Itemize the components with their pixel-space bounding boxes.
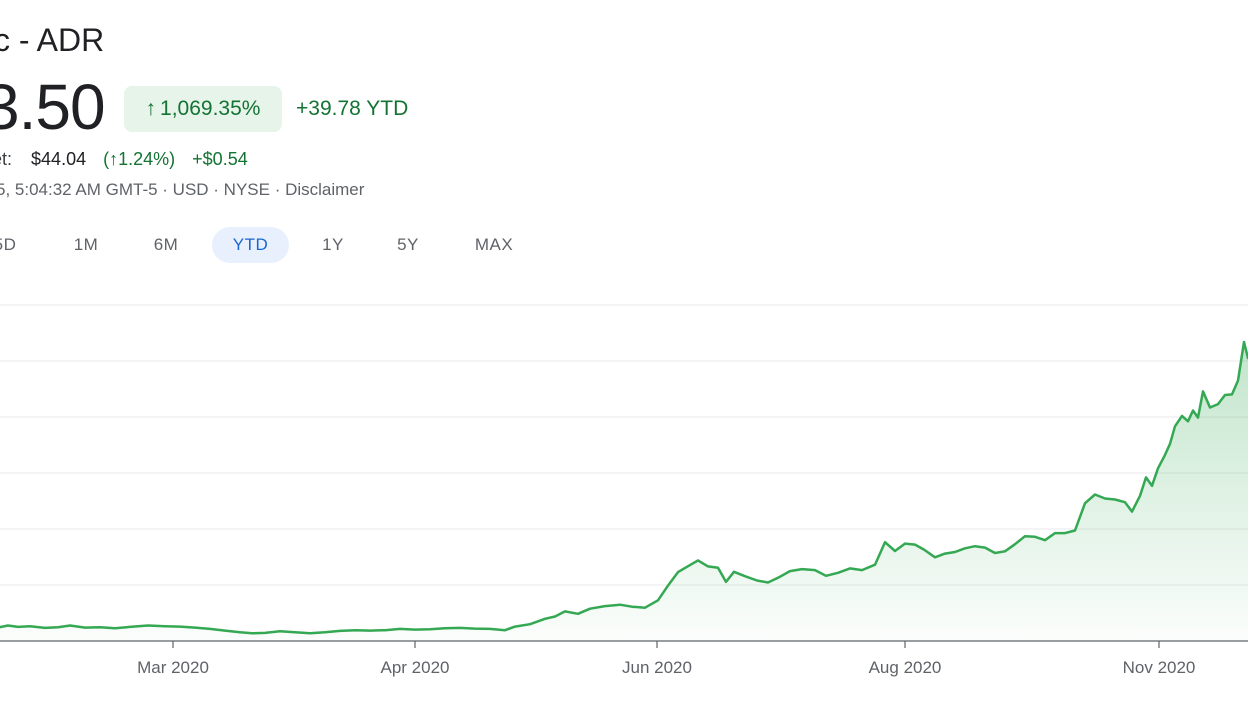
current-price: 3.50 — [0, 71, 106, 143]
after-hours-row: et: $44.04 (↑1.24%) +$0.54 — [0, 149, 248, 170]
percent-change-value: 1,069.35% — [160, 97, 261, 120]
after-hours-percent: (↑1.24%) — [103, 149, 176, 169]
x-tick-label: Mar 2020 — [137, 658, 209, 677]
price-area-fill — [0, 342, 1248, 641]
range-max[interactable]: MAX — [474, 235, 514, 254]
x-axis-labels: Mar 2020 Apr 2020 Jun 2020 Aug 2020 Nov … — [137, 658, 1195, 677]
stock-title: c - ADR — [0, 22, 105, 58]
percent-change-badge: ↑ 1,069.35% — [124, 86, 282, 132]
range-6m[interactable]: 6M — [153, 235, 179, 254]
range-5d[interactable]: 5D — [0, 235, 17, 254]
range-1y[interactable]: 1Y — [322, 235, 344, 254]
x-axis-ticks — [172, 641, 1160, 648]
quote-meta: 5, 5:04:32 AM GMT-5 · USD · NYSE · Discl… — [0, 180, 365, 199]
price-line — [0, 340, 1248, 635]
x-tick-label: Jun 2020 — [622, 658, 692, 677]
after-hours-price: $44.04 — [31, 149, 87, 169]
x-tick-label: Apr 2020 — [381, 658, 450, 677]
range-1m[interactable]: 1M — [73, 235, 99, 254]
x-tick-label: Aug 2020 — [869, 658, 942, 677]
absolute-change: +39.78 YTD — [296, 97, 409, 120]
after-hours-label: et: — [0, 149, 13, 169]
x-tick-label: Nov 2020 — [1123, 658, 1196, 677]
after-hours-change: +$0.54 — [192, 149, 248, 169]
gridlines — [0, 304, 1248, 586]
arrow-up-icon: ↑ — [145, 97, 157, 120]
range-5y[interactable]: 5Y — [397, 235, 419, 254]
range-ytd[interactable]: YTD — [212, 227, 289, 263]
